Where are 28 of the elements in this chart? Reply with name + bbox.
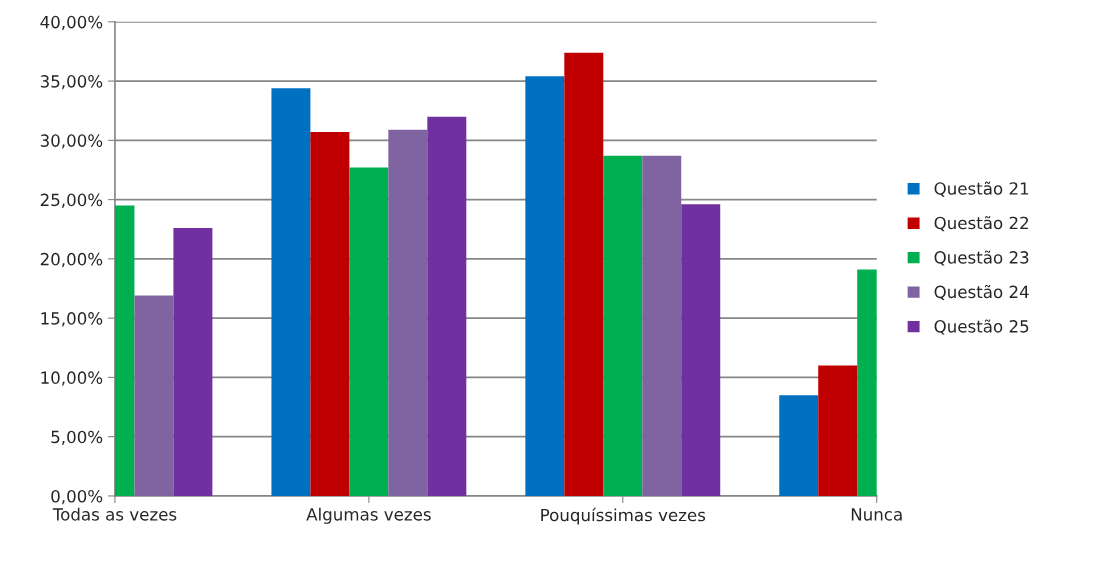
y-tick-label: 15,00% <box>41 312 103 327</box>
legend-label: Questão 23 <box>934 250 1029 266</box>
x-tick-label: Algumas vezes <box>306 507 431 524</box>
y-tick-label: 30,00% <box>40 134 103 149</box>
bar <box>271 88 311 496</box>
bar <box>681 204 721 496</box>
bar <box>173 228 213 496</box>
bar <box>427 116 467 496</box>
bar <box>388 129 428 496</box>
y-tick-label: 10,00% <box>41 371 103 386</box>
legend-label: Questão 25 <box>934 319 1029 335</box>
y-tick-label: 40,00% <box>40 15 103 31</box>
legend-label: Questão 21 <box>934 181 1029 197</box>
bar <box>310 132 350 496</box>
y-tick-label: 0,00% <box>51 489 103 505</box>
bar <box>642 155 682 496</box>
y-tick-label: 20,00% <box>40 252 103 268</box>
y-tick-label: 5,00% <box>51 430 103 445</box>
y-tick-label: 25,00% <box>40 193 103 208</box>
bar <box>564 52 604 496</box>
bar <box>525 76 565 496</box>
x-tick-label: Nunca <box>851 508 902 521</box>
legend-label: Questão 22 <box>934 216 1028 232</box>
y-tick-label: 35,00% <box>40 75 103 90</box>
bar <box>779 395 819 496</box>
x-tick-label: Todas as vezes <box>52 507 177 521</box>
x-tick-label: Pouquíssimas vezes <box>541 507 706 525</box>
legend-label: Questão 24 <box>934 284 1029 301</box>
